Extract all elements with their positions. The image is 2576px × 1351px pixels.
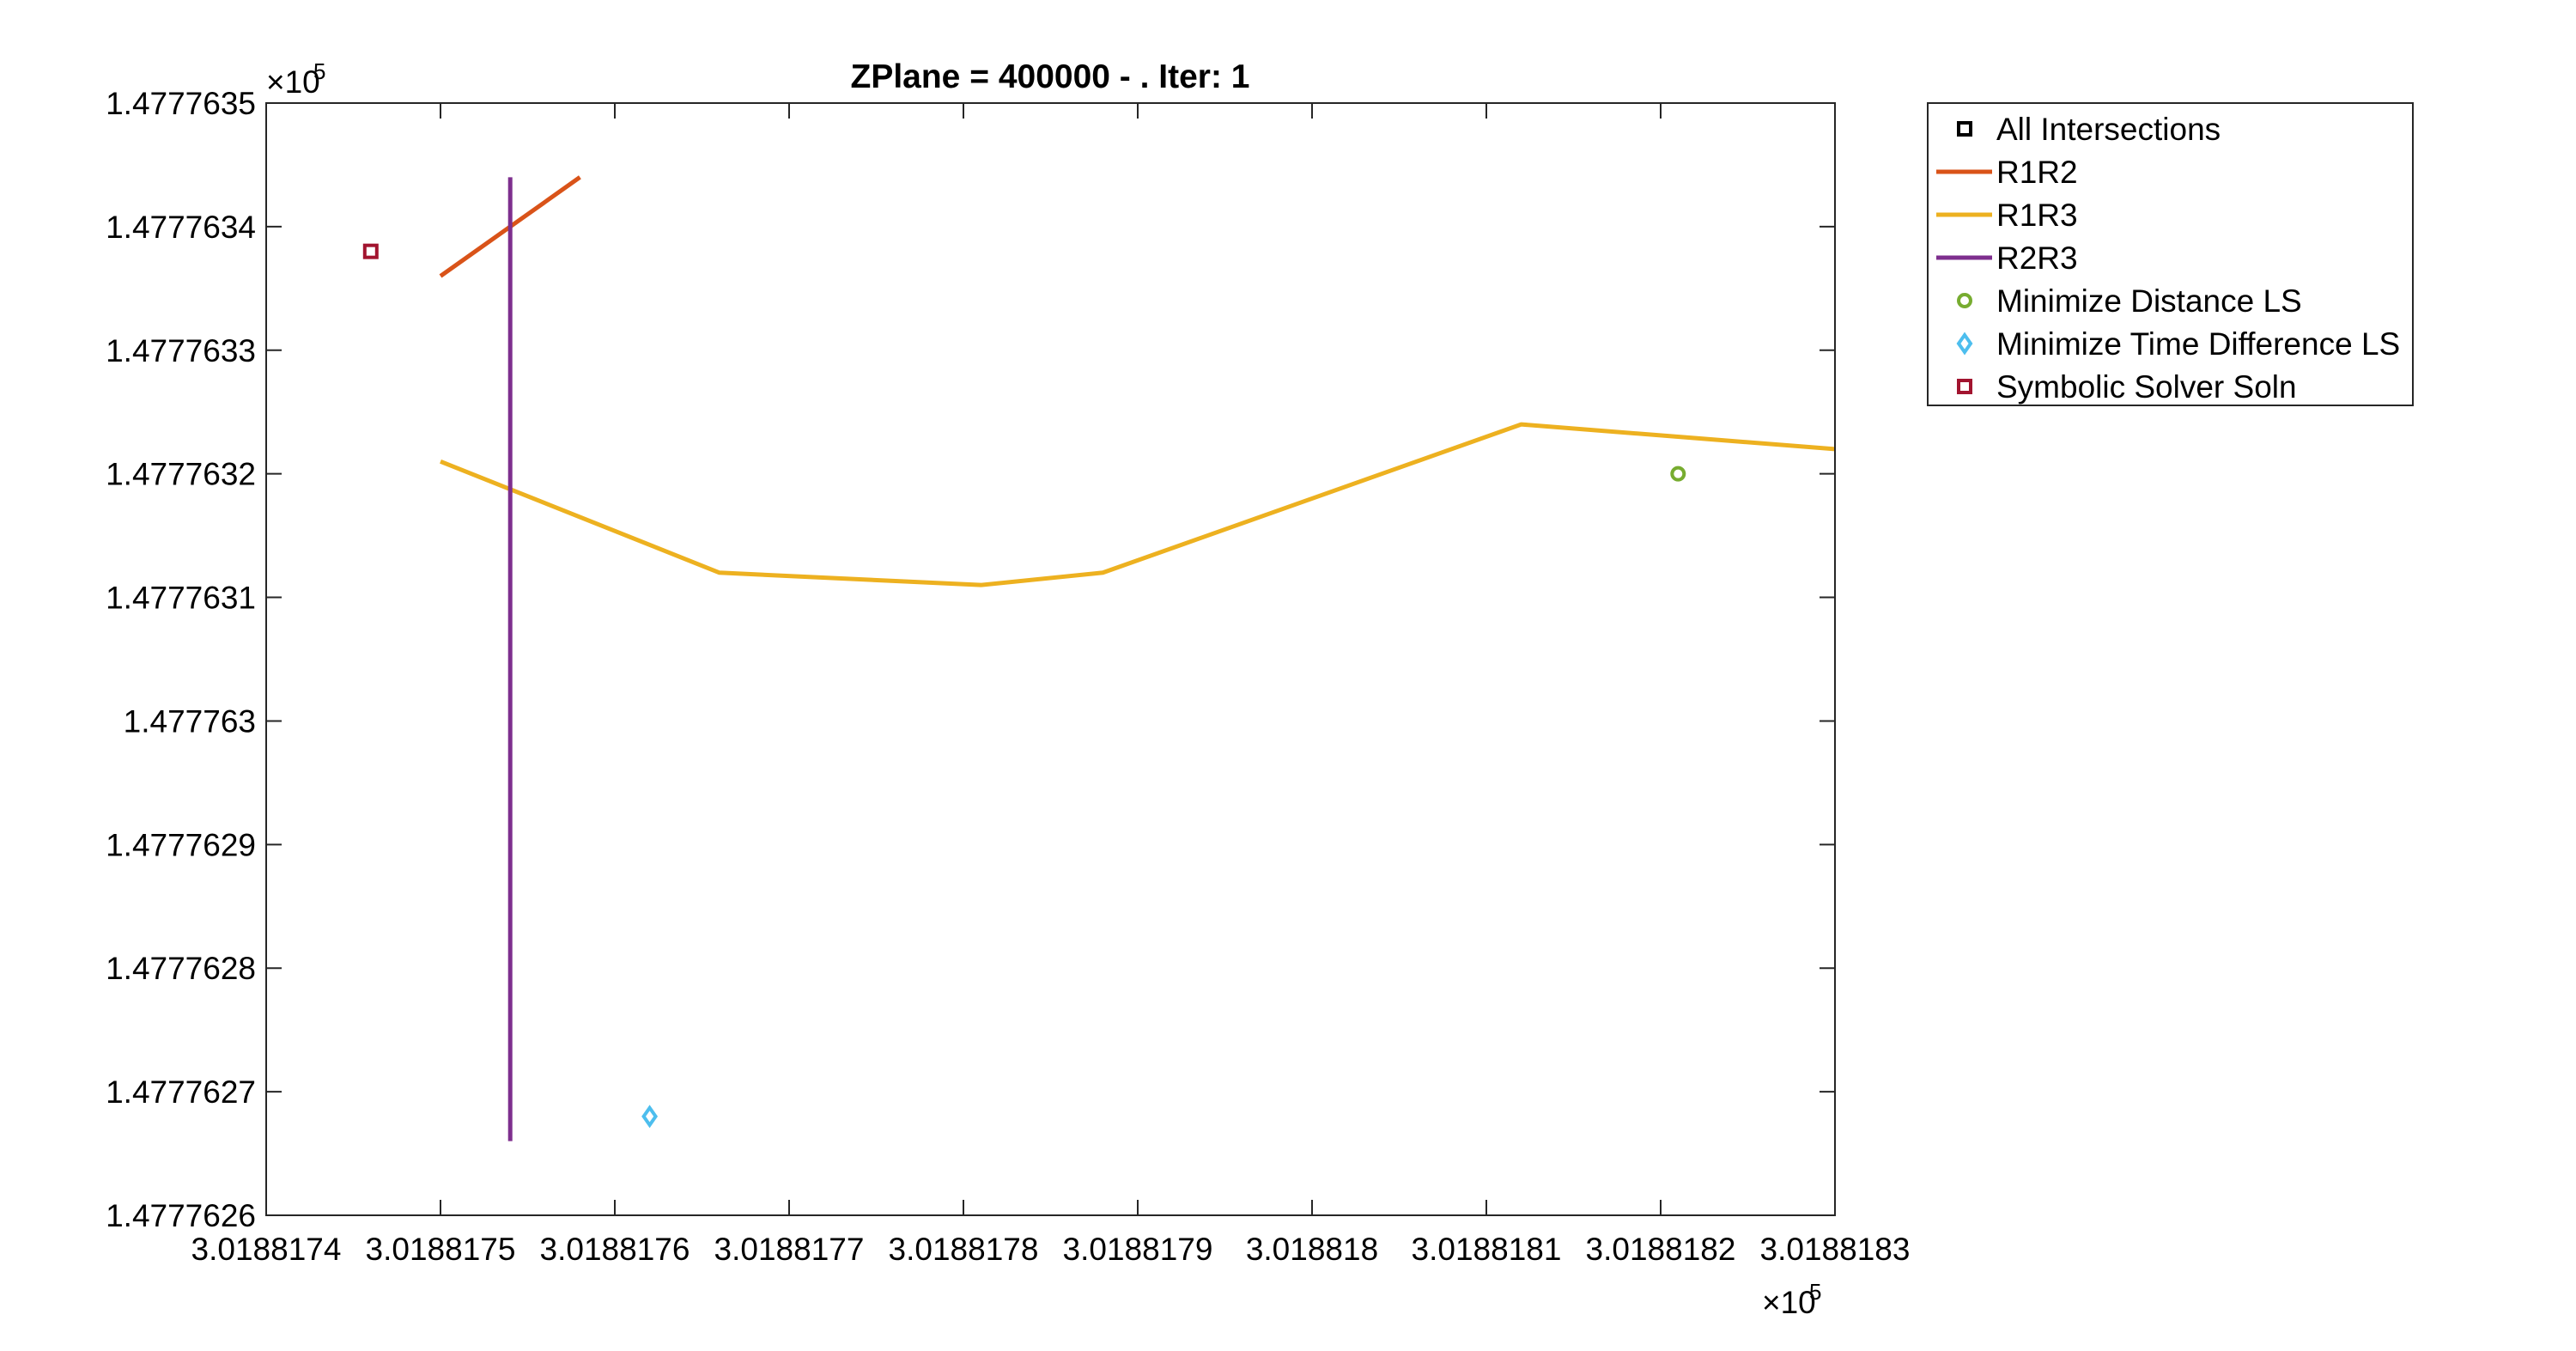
x-tick-label: 3.0188181	[1412, 1232, 1562, 1267]
legend-box	[1927, 102, 2414, 406]
legend-item-minimize-distance-ls: Minimize Distance LS	[1957, 283, 2302, 319]
legend-label: Minimize Time Difference LS	[1996, 326, 2400, 362]
x-tick-label: 3.0188174	[191, 1232, 342, 1267]
y-tick-label: 1.4777626	[106, 1198, 256, 1233]
legend-label: R1R3	[1996, 198, 2078, 233]
y-tick-label: 1.4777631	[106, 581, 256, 616]
series-point-symbolic-solver-soln	[362, 243, 379, 259]
y-tick-label: 1.4777627	[106, 1074, 256, 1110]
legend-label: Symbolic Solver Soln	[1996, 369, 2297, 405]
legend-swatch	[1956, 332, 1973, 356]
series-point-minimize-time-difference-ls	[641, 1105, 659, 1129]
x-exponent: ×10 5	[1762, 1279, 1821, 1320]
x-tick-label: 3.018818	[1246, 1232, 1378, 1267]
svg-text:5: 5	[313, 58, 325, 84]
y-tick-label: 1.4777633	[106, 333, 256, 368]
legend-label: R1R2	[1996, 155, 2078, 190]
legend-label: Minimize Distance LS	[1996, 283, 2302, 319]
chart-title: ZPlane = 400000 - . Iter: 1	[851, 58, 1250, 95]
legend-swatch	[1957, 121, 1972, 137]
y-tick-label: 1.477763	[124, 703, 256, 739]
plot-area	[266, 103, 1835, 1215]
legend-item-minimize-time-difference-ls: Minimize Time Difference LS	[1956, 326, 2400, 362]
y-tick-label: 1.4777632	[106, 457, 256, 492]
x-tick-label: 3.0188182	[1586, 1232, 1736, 1267]
x-tick-label: 3.0188183	[1760, 1232, 1911, 1267]
series-line-r1r3	[440, 422, 1835, 587]
legend-label: All Intersections	[1996, 112, 2221, 147]
legend-item-symbolic-solver-soln: Symbolic Solver Soln	[1957, 369, 2297, 405]
legend-item-all-intersections: All Intersections	[1957, 112, 2221, 147]
x-tick-label: 3.0188179	[1063, 1232, 1213, 1267]
y-exponent: ×10 5	[266, 58, 325, 100]
y-tick-label: 1.4777628	[106, 951, 256, 986]
legend-swatch	[1957, 379, 1972, 394]
x-tick-label: 3.0188177	[714, 1232, 865, 1267]
svg-text:5: 5	[1809, 1279, 1821, 1305]
series-point-minimize-distance-ls	[1670, 466, 1686, 482]
y-tick-label: 1.4777634	[106, 210, 256, 245]
legend-swatch	[1957, 293, 1972, 308]
svg-text:×10: ×10	[1762, 1285, 1816, 1320]
legend-item-r1r3: R1R3	[1936, 198, 2078, 233]
svg-text:×10: ×10	[266, 64, 320, 100]
legend-item-r1r2: R1R2	[1936, 155, 2078, 190]
y-tick-label: 1.4777629	[106, 827, 256, 862]
legend-item-r2r3: R2R3	[1936, 240, 2078, 276]
x-tick-label: 3.0188176	[540, 1232, 690, 1267]
y-tick-label: 1.4777635	[106, 86, 256, 121]
legend: All Intersections R1R2 R1R3 R2R3 Minimize Di…	[1927, 102, 2414, 406]
axes-box	[265, 102, 1836, 1216]
legend-label: R2R3	[1996, 240, 2078, 276]
x-tick-label: 3.0188178	[889, 1232, 1039, 1267]
x-tick-label: 3.0188175	[366, 1232, 516, 1267]
